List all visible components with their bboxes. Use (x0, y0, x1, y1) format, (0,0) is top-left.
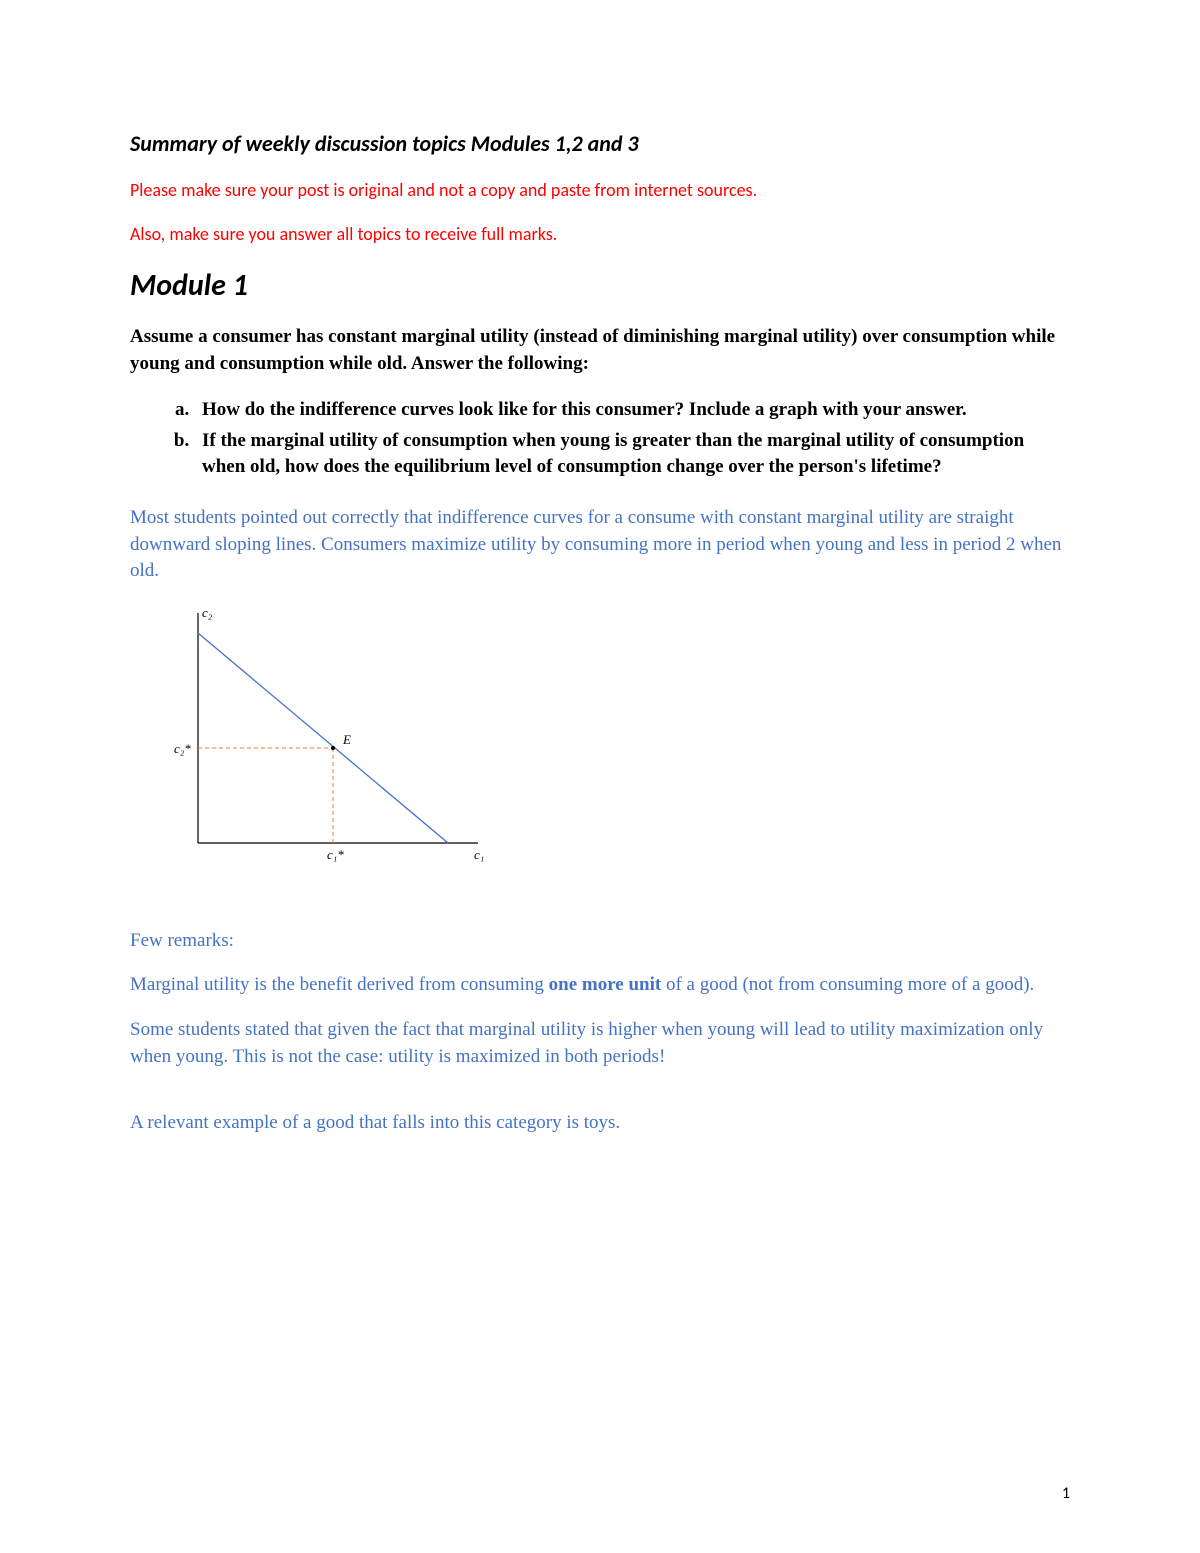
remarks-label: Few remarks: (130, 928, 1070, 955)
remark-1: Marginal utility is the benefit derived … (130, 972, 1070, 999)
remark-1-bold: one more unit (549, 974, 662, 995)
remark-2: Some students stated that given the fact… (130, 1017, 1070, 1070)
svg-text:c₁: c₁ (474, 847, 484, 862)
remark-1-post: of a good (not from consuming more of a … (661, 974, 1034, 995)
answer-intro: Most students pointed out correctly that… (130, 505, 1070, 585)
page-number: 1 (1062, 1484, 1070, 1503)
question-b: If the marginal utility of consumption w… (194, 428, 1070, 481)
warning-line-1: Please make sure your post is original a… (130, 179, 1070, 201)
question-list: How do the indifference curves look like… (130, 397, 1070, 481)
question-intro: Assume a consumer has constant marginal … (130, 324, 1070, 377)
svg-text:c₁*: c₁* (327, 847, 344, 862)
remark-3: A relevant example of a good that falls … (130, 1110, 1070, 1137)
chart-svg: c₂ c₁ c₂* c₁* E (158, 603, 498, 883)
svg-text:E: E (342, 732, 351, 747)
indifference-curve-chart: c₂ c₁ c₂* c₁* E (158, 603, 1070, 888)
document-title: Summary of weekly discussion topics Modu… (130, 130, 1070, 157)
module-heading: Module 1 (130, 267, 1070, 304)
warning-line-2: Also, make sure you answer all topics to… (130, 223, 1070, 245)
question-a: How do the indifference curves look like… (194, 397, 1070, 424)
document-page: Summary of weekly discussion topics Modu… (0, 0, 1200, 1553)
svg-text:c₂*: c₂* (174, 741, 191, 756)
remark-1-pre: Marginal utility is the benefit derived … (130, 974, 549, 995)
svg-text:c₂: c₂ (202, 605, 213, 620)
